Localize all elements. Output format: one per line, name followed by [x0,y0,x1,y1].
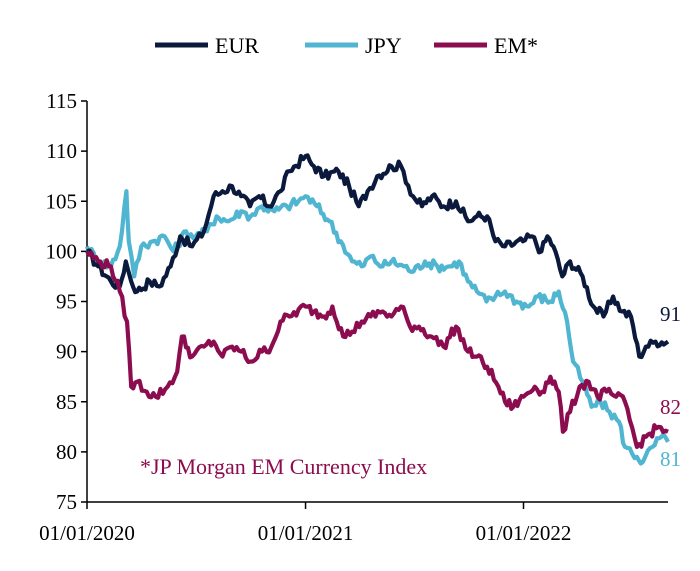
x-tick-label: 01/01/2021 [258,521,354,545]
y-axis: 75 80 85 90 95 100 105 110 115 [46,89,88,514]
legend-label: JPY [365,33,402,58]
series-line-em [85,250,669,449]
end-label-eur: 91 [660,302,681,326]
y-tick-label: 110 [46,139,77,163]
y-tick-label: 105 [46,189,78,213]
y-tick-label: 95 [56,290,77,314]
chart-note: *JP Morgan EM Currency Index [140,454,427,479]
end-labels: 91 81 82 [660,302,681,471]
series-lines [85,153,670,466]
y-tick-label: 85 [56,390,77,414]
x-tick-label: 01/01/2022 [476,521,572,545]
end-label-em: 82 [660,395,681,419]
y-tick-label: 75 [56,490,77,514]
end-label-jpy: 81 [660,447,681,471]
series-line-jpy [85,189,670,466]
series-line-eur [86,153,670,360]
y-tick-label: 90 [56,340,77,364]
y-tick-label: 80 [56,440,77,464]
y-tick-label: 100 [46,239,78,263]
legend-label: EM* [494,33,538,58]
x-axis: 01/01/2020 01/01/2021 01/01/2022 [39,501,668,545]
legend-label: EUR [215,33,259,58]
legend: EUR JPY EM* [155,33,538,58]
x-tick-label: 01/01/2020 [39,521,135,545]
y-tick-label: 115 [46,89,77,113]
